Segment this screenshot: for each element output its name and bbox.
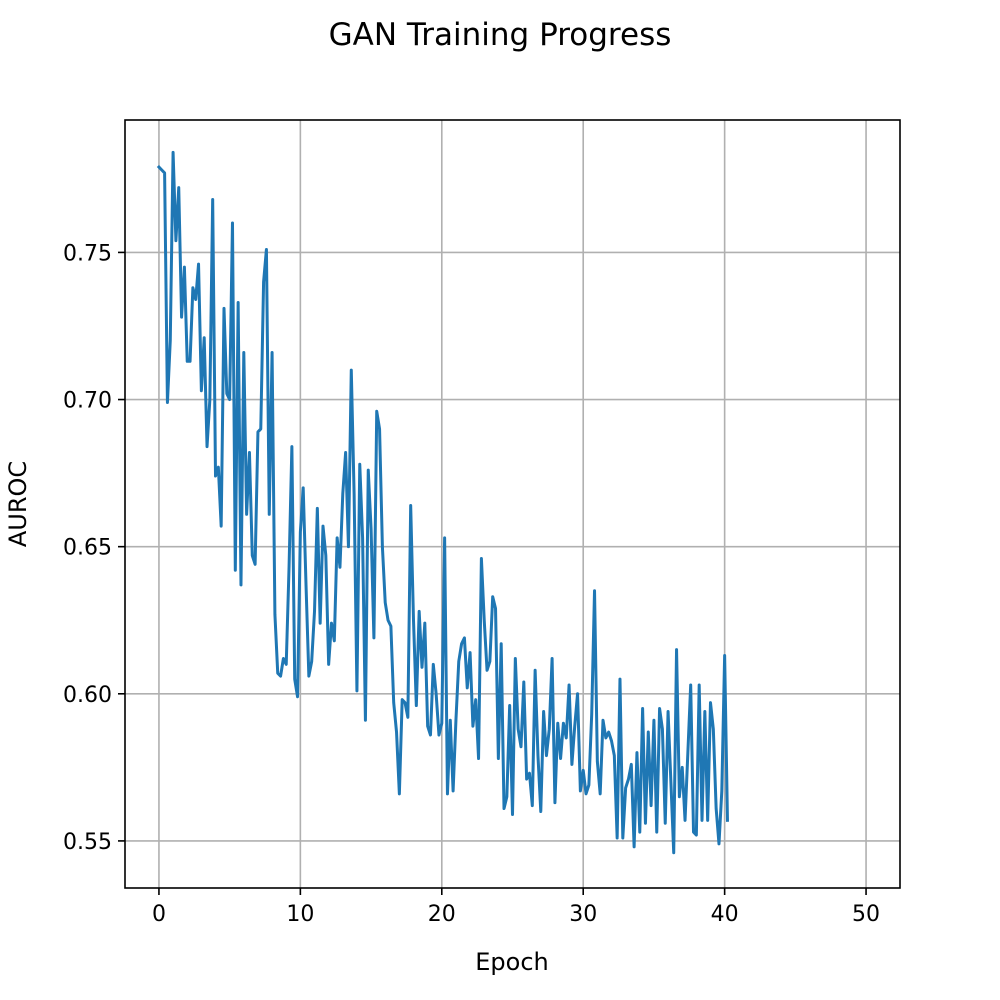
auroc-series-line [156,150,729,855]
x-tick-label: 20 [428,902,456,927]
x-axis: 0 10 20 30 40 50 [152,888,880,927]
x-tick-label: 30 [569,902,597,927]
plot-area [156,150,729,855]
y-tick-label: 0.65 [63,536,112,561]
y-tick-label: 0.55 [63,830,112,855]
x-tick-label: 40 [711,902,739,927]
x-tick-label: 50 [852,902,880,927]
chart-title: GAN Training Progress [329,17,672,53]
y-tick-label: 0.60 [63,683,112,708]
grid [125,120,900,888]
x-axis-label: Epoch [475,948,549,976]
axes-frame [124,119,901,889]
x-tick-label: 0 [152,902,166,927]
y-axis: 0.55 0.60 0.65 0.70 0.75 [63,241,125,855]
y-axis-label: AUROC [4,461,32,547]
y-tick-label: 0.75 [63,241,112,266]
y-tick-label: 0.70 [63,389,112,414]
x-tick-label: 10 [286,902,314,927]
